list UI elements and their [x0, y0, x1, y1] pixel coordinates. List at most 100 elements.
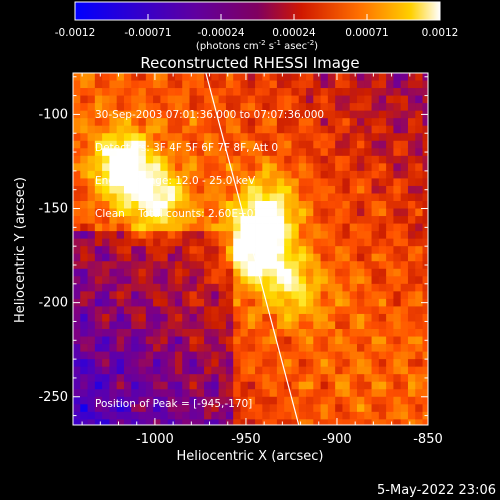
heatmap-cell	[218, 155, 227, 164]
heatmap-cell	[313, 95, 321, 104]
heatmap-cell	[204, 374, 212, 383]
heatmap-cell	[291, 321, 300, 330]
heatmap-cell	[145, 411, 154, 420]
heatmap-cell	[335, 389, 343, 398]
heatmap-cell	[407, 155, 416, 164]
heatmap-cell	[153, 268, 161, 277]
heatmap-cell	[306, 88, 314, 96]
heatmap-cell	[415, 336, 423, 345]
heatmap-cell	[204, 381, 212, 390]
heatmap-cell	[255, 374, 263, 383]
heatmap-cell	[138, 95, 147, 104]
heatmap-cell	[371, 313, 380, 322]
heatmap-cell	[240, 389, 249, 398]
heatmap-cell	[371, 118, 380, 127]
heatmap-cell	[218, 223, 227, 232]
heatmap-cell	[102, 298, 110, 307]
heatmap-cell	[378, 216, 387, 224]
heatmap-cell	[189, 118, 198, 127]
heatmap-cell	[284, 374, 292, 383]
y-axis-label: Heliocentric Y (arcsec)	[13, 177, 28, 323]
heatmap-cell	[276, 404, 285, 413]
heatmap-cell	[335, 201, 343, 209]
heatmap-cell	[386, 268, 394, 277]
heatmap-cell	[291, 366, 300, 375]
heatmap-cell	[371, 133, 380, 142]
heatmap-cell	[400, 155, 409, 164]
heatmap-cell	[327, 163, 336, 172]
heatmap-cell	[342, 223, 351, 232]
heatmap-cell	[255, 170, 263, 179]
heatmap-cell	[313, 283, 321, 292]
heatmap-cell	[349, 178, 358, 187]
heatmap-cell	[407, 216, 416, 224]
heatmap-cell	[138, 178, 147, 187]
heatmap-cell	[240, 185, 249, 194]
heatmap-cell	[102, 261, 110, 270]
heatmap-cell	[276, 148, 285, 157]
heatmap-cell	[109, 298, 118, 307]
heatmap-cell	[109, 344, 118, 352]
heatmap-cell	[160, 148, 169, 157]
heatmap-cell	[211, 223, 220, 232]
heatmap-cell	[211, 283, 220, 292]
heatmap-cell	[313, 73, 321, 81]
heatmap-cell	[189, 133, 198, 142]
heatmap-cell	[327, 419, 336, 425]
heatmap-cell	[247, 133, 256, 142]
heatmap-cell	[415, 140, 423, 149]
heatmap-cell	[284, 170, 292, 179]
heatmap-cell	[123, 238, 132, 247]
heatmap-cell	[116, 238, 125, 247]
heatmap-cell	[131, 404, 139, 413]
heatmap-cell	[145, 178, 154, 187]
heatmap-cell	[211, 344, 220, 352]
heatmap-cell	[145, 253, 154, 262]
heatmap-cell	[167, 73, 176, 81]
heatmap-cell	[255, 110, 263, 119]
heatmap-cell	[211, 231, 220, 240]
heatmap-cell	[262, 95, 271, 104]
heatmap-cell	[167, 419, 176, 425]
heatmap-cell	[240, 170, 249, 179]
heatmap-cell	[313, 329, 321, 337]
heatmap-cell	[364, 148, 372, 157]
heatmap-cell	[87, 140, 96, 149]
heatmap-cell	[262, 268, 271, 277]
heatmap-cell	[407, 73, 416, 81]
heatmap-cell	[73, 170, 81, 179]
heatmap-cell	[320, 261, 329, 270]
heatmap-cell	[145, 276, 154, 285]
heatmap-cell	[342, 208, 351, 217]
heatmap-cell	[204, 155, 212, 164]
heatmap-cell	[211, 298, 220, 307]
heatmap-cell	[233, 118, 241, 127]
heatmap-cell	[73, 276, 81, 285]
heatmap-cell	[371, 291, 380, 300]
heatmap-cell	[160, 298, 169, 307]
heatmap-cell	[87, 193, 96, 202]
heatmap-cell	[233, 80, 241, 89]
heatmap-cell	[357, 411, 365, 420]
heatmap-cell	[284, 110, 292, 119]
heatmap-cell	[357, 88, 365, 96]
heatmap-cell	[335, 344, 343, 352]
heatmap-cell	[116, 253, 125, 262]
heatmap-cell	[225, 276, 234, 285]
heatmap-cell	[393, 396, 402, 405]
heatmap-cell	[313, 118, 321, 127]
heatmap-cell	[211, 389, 220, 398]
info-clean-counts: Clean Total counts: 2.60E+03	[95, 208, 261, 220]
heatmap-cell	[255, 118, 263, 127]
heatmap-cell	[371, 201, 380, 209]
heatmap-cell	[204, 306, 212, 315]
heatmap-cell	[182, 344, 190, 352]
heatmap-cell	[262, 246, 271, 255]
heatmap-cell	[298, 306, 307, 315]
heatmap-cell	[255, 208, 263, 217]
heatmap-cell	[298, 73, 307, 81]
heatmap-cell	[73, 103, 81, 112]
heatmap-cell	[80, 268, 88, 277]
heatmap-cell	[94, 155, 103, 164]
heatmap-cell	[364, 140, 372, 149]
